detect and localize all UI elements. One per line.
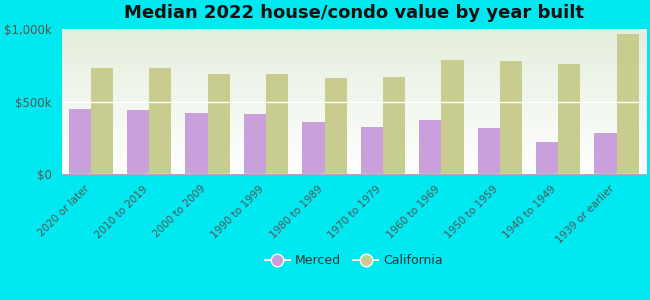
Bar <box>266 74 289 174</box>
Bar <box>208 74 230 174</box>
Bar <box>302 122 324 174</box>
Bar <box>383 77 405 174</box>
Bar <box>361 127 383 174</box>
Bar <box>244 114 266 174</box>
Bar <box>558 64 580 174</box>
Bar <box>91 68 113 174</box>
Bar <box>185 113 208 174</box>
Bar <box>478 128 500 174</box>
Bar <box>150 68 172 174</box>
Bar <box>127 110 150 174</box>
Bar <box>500 61 522 174</box>
Bar <box>617 34 639 174</box>
Bar <box>419 121 441 174</box>
Legend: Merced, California: Merced, California <box>259 249 448 272</box>
Bar <box>324 79 346 174</box>
Bar <box>536 142 558 174</box>
Bar <box>441 60 463 174</box>
Title: Median 2022 house/condo value by year built: Median 2022 house/condo value by year bu… <box>124 4 584 22</box>
Bar <box>594 133 617 174</box>
Bar <box>69 109 91 174</box>
